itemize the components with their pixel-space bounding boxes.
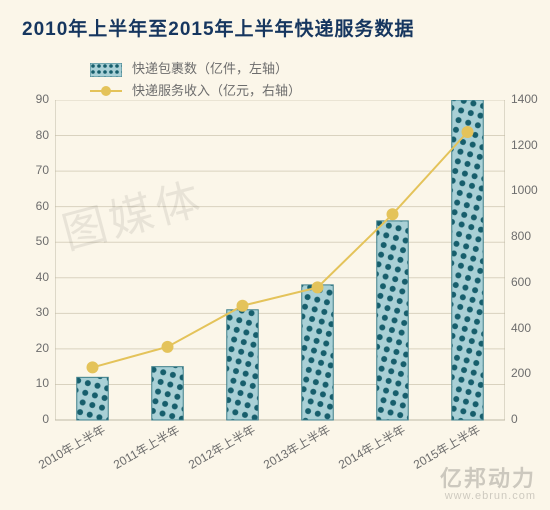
legend-swatch-bar (90, 62, 122, 76)
y-left-tick: 50 (36, 234, 49, 248)
legend-label-line: 快递服务收入（亿元，右轴） (132, 80, 301, 102)
legend: 快递包裹数（亿件，左轴） 快递服务收入（亿元，右轴） (90, 58, 301, 102)
chart-card: 2010年上半年至2015年上半年快递服务数据 快递包裹数（亿件，左轴） 快递服… (0, 0, 550, 510)
watermark-footer-cn: 亿邦动力 (440, 468, 536, 490)
legend-item-line: 快递服务收入（亿元，右轴） (90, 80, 301, 102)
y-left-tick: 30 (36, 305, 49, 319)
revenue-line (93, 132, 468, 367)
bar (227, 310, 259, 420)
watermark-footer-url: www.ebrun.com (440, 490, 536, 502)
y-left-tick: 90 (36, 92, 49, 106)
y-right-tick: 600 (511, 275, 531, 289)
line-marker (312, 281, 324, 293)
bar (152, 367, 184, 420)
line-marker (162, 341, 174, 353)
y-left-tick: 70 (36, 163, 49, 177)
bar (302, 285, 334, 420)
bar (377, 221, 409, 420)
legend-item-bars: 快递包裹数（亿件，左轴） (90, 58, 301, 80)
y-right-tick: 0 (511, 412, 518, 426)
y-left-tick: 10 (36, 376, 49, 390)
legend-label-bars: 快递包裹数（亿件，左轴） (132, 58, 288, 80)
bar (77, 377, 109, 420)
bar (452, 100, 484, 420)
y-right-tick: 1400 (511, 92, 538, 106)
line-marker (87, 361, 99, 373)
y-left-tick: 60 (36, 199, 49, 213)
y-left-tick: 80 (36, 128, 49, 142)
line-marker (462, 126, 474, 138)
y-left-tick: 0 (42, 412, 49, 426)
legend-swatch-line (90, 90, 122, 92)
line-marker (387, 208, 399, 220)
chart-plot (55, 100, 505, 430)
y-right-tick: 800 (511, 229, 531, 243)
y-right-tick: 1200 (511, 138, 538, 152)
y-right-tick: 400 (511, 321, 531, 335)
y-left-tick: 40 (36, 270, 49, 284)
y-right-tick: 200 (511, 366, 531, 380)
y-left-tick: 20 (36, 341, 49, 355)
chart-title: 2010年上半年至2015年上半年快递服务数据 (22, 14, 415, 41)
watermark-footer: 亿邦动力 www.ebrun.com (440, 468, 536, 502)
line-marker (237, 300, 249, 312)
y-right-tick: 1000 (511, 183, 538, 197)
